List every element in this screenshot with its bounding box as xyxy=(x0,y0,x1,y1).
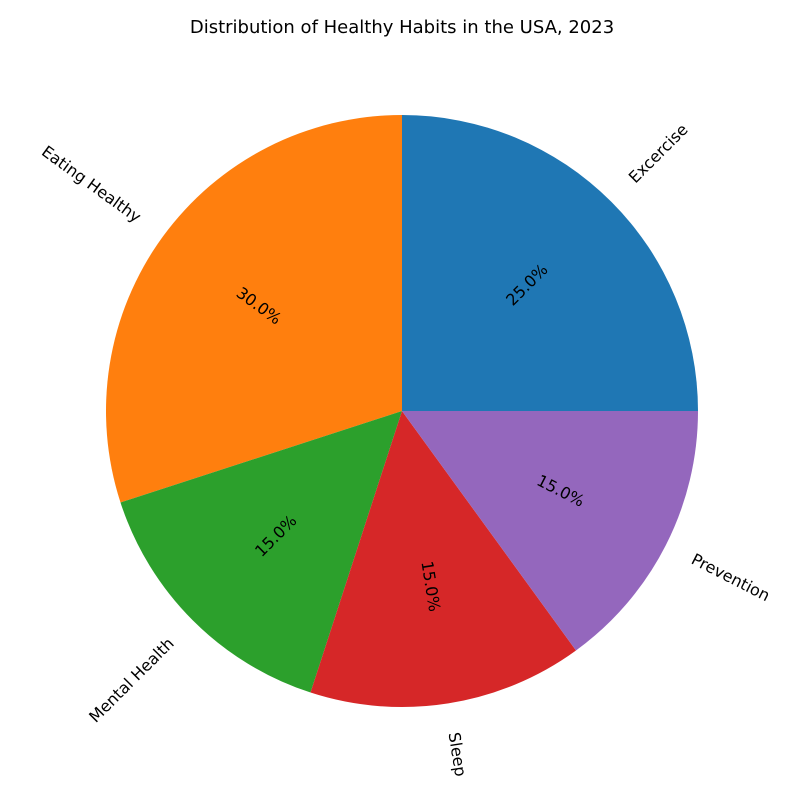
category-label-eating-healthy: Eating Healthy xyxy=(38,142,145,227)
pie-slice-eating-healthy xyxy=(106,115,402,503)
category-label-sleep: Sleep xyxy=(445,731,471,778)
pie-slice-prevention xyxy=(402,411,698,651)
category-label-mental-health: Mental Health xyxy=(85,634,178,727)
pie-slice-excercise xyxy=(402,115,698,411)
chart-title: Distribution of Healthy Habits in the US… xyxy=(190,17,614,38)
category-label-prevention: Prevention xyxy=(688,549,773,605)
pie-slice-sleep xyxy=(310,411,576,707)
category-label-excercise: Excercise xyxy=(625,120,692,187)
pie-slice-mental-health xyxy=(120,411,402,693)
